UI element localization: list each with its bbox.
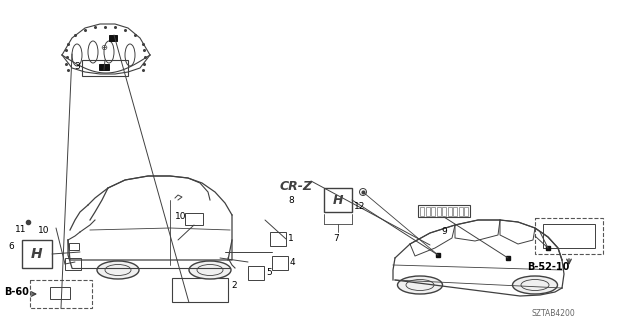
Bar [270, 232, 286, 246]
Ellipse shape [189, 261, 231, 279]
Ellipse shape [97, 261, 139, 279]
Text: 8: 8 [288, 196, 294, 205]
Ellipse shape [397, 276, 442, 294]
Text: B-52-10: B-52-10 [527, 262, 569, 272]
Text: 5: 5 [266, 268, 272, 277]
Bar [436, 206, 440, 215]
Text: H: H [333, 194, 343, 206]
Bar [272, 256, 288, 270]
Text: SZTAB4200: SZTAB4200 [531, 309, 575, 318]
Bar [431, 206, 435, 215]
Text: CR-Z: CR-Z [280, 180, 312, 193]
Text: 10: 10 [175, 212, 186, 221]
Bar [109, 35, 117, 41]
Bar [82, 60, 128, 76]
Text: 12: 12 [355, 202, 365, 211]
Bar [464, 206, 468, 215]
Bar [22, 240, 52, 268]
Text: 9: 9 [441, 227, 447, 236]
Bar [458, 206, 463, 215]
Text: 7: 7 [333, 234, 339, 243]
Bar [50, 287, 70, 299]
Bar [30, 280, 92, 308]
Bar [447, 206, 451, 215]
Text: 4: 4 [290, 258, 296, 267]
Bar [65, 258, 81, 270]
Ellipse shape [513, 276, 557, 294]
Bar [69, 243, 79, 250]
Bar [420, 206, 424, 215]
Bar [172, 278, 228, 302]
Text: 11: 11 [15, 225, 26, 234]
Bar [453, 206, 457, 215]
Bar [442, 206, 446, 215]
Bar [418, 205, 470, 217]
Bar [185, 213, 203, 225]
Text: 1: 1 [288, 234, 294, 243]
Bar [248, 266, 264, 280]
Bar [324, 188, 352, 212]
Text: 3: 3 [74, 62, 80, 71]
Text: H: H [31, 247, 43, 261]
Text: ⊕: ⊕ [100, 44, 108, 52]
Text: B-60: B-60 [4, 287, 29, 297]
Bar [543, 224, 595, 248]
Bar [99, 64, 109, 70]
Text: 2: 2 [231, 281, 237, 290]
Bar [426, 206, 429, 215]
Bar [535, 218, 603, 254]
Text: 6: 6 [8, 242, 14, 251]
Text: 10: 10 [38, 226, 49, 235]
